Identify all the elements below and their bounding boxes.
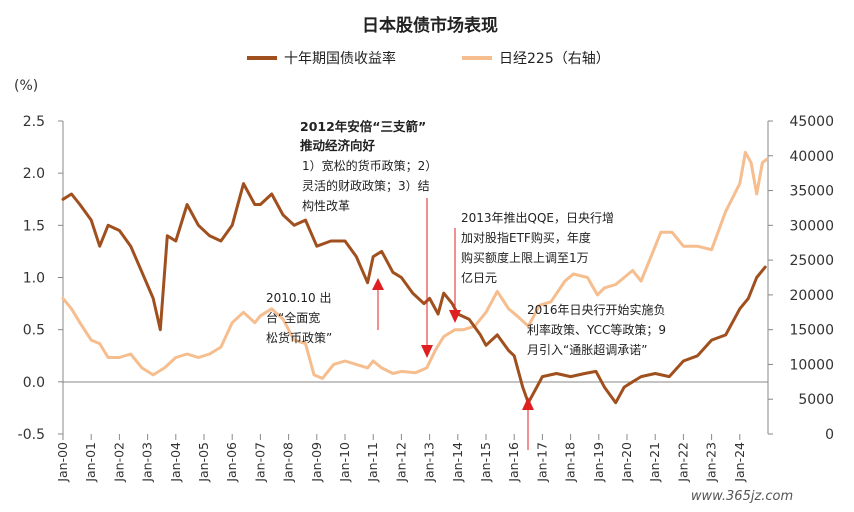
x-tick-label: Jan-12 bbox=[393, 442, 408, 483]
left-tick-label: 1.0 bbox=[23, 271, 45, 287]
x-axis: Jan-00 Jan-01 Jan-02 Jan-03 Jan-04 Jan-05 Jan-… bbox=[55, 434, 747, 483]
chart-title: 日本股债市场表现 bbox=[362, 15, 498, 36]
left-tick-label: 2.0 bbox=[23, 166, 45, 182]
x-tick-label: Jan-14 bbox=[450, 442, 465, 483]
x-tick-label: Jan-04 bbox=[168, 442, 183, 483]
x-tick-label: Jan-23 bbox=[704, 442, 719, 483]
annotation-qqe-line-4: 亿日元 bbox=[461, 270, 497, 285]
annotation-abenomics-line-3: 构性改革 bbox=[302, 198, 350, 213]
left-tick-label: 1.5 bbox=[23, 218, 45, 234]
annotation-qqe: 2013年推出QQE，日央行增 加对股指ETF购买，年度 购买额度上限上调至1万… bbox=[461, 211, 614, 285]
right-tick-label: 45000 bbox=[789, 114, 834, 130]
legend: 十年期国债收益率 日经225（右轴） bbox=[247, 50, 610, 67]
annotation-2010: 2010.10 出 台“全面宽 松货币政策” bbox=[266, 291, 332, 345]
annotation-2010-line-2: 台“全面宽 bbox=[266, 310, 320, 325]
right-tick-label: 5000 bbox=[798, 392, 834, 408]
left-tick-label: 0.0 bbox=[23, 375, 45, 391]
x-tick-label: Jan-13 bbox=[422, 442, 437, 483]
right-tick-label: 10000 bbox=[789, 357, 834, 373]
x-tick-label: Jan-11 bbox=[365, 442, 380, 483]
annotation-qqe-line-2: 加对股指ETF购买，年度 bbox=[461, 230, 591, 245]
x-tick-label: Jan-01 bbox=[83, 442, 98, 483]
annotation-abenomics-title-1: 2012年安倍“三支箭” bbox=[300, 119, 426, 134]
x-tick-label: Jan-03 bbox=[140, 442, 155, 483]
x-tick-label: Jan-05 bbox=[196, 442, 211, 483]
right-tick-label: 15000 bbox=[789, 323, 834, 339]
annotation-qqe-line-3: 购买额度上限上调至1万 bbox=[461, 250, 589, 265]
annotation-2010-line-1: 2010.10 出 bbox=[266, 291, 331, 305]
left-axis-unit: (%) bbox=[14, 78, 38, 94]
annotation-qqe-line-1: 2013年推出QQE，日央行增 bbox=[461, 211, 614, 225]
series-layer bbox=[61, 150, 769, 405]
annotation-2016-line-3: 月引入“通胀超调承诺” bbox=[527, 342, 647, 357]
x-tick-label: Jan-22 bbox=[675, 442, 690, 483]
annotation-2010-line-3: 松货币政策” bbox=[266, 330, 332, 345]
right-tick-label: 25000 bbox=[789, 253, 834, 269]
left-tick-label: -0.5 bbox=[18, 427, 45, 443]
right-tick-label: 35000 bbox=[789, 184, 834, 200]
series-line-jgb-10y bbox=[61, 182, 767, 405]
left-tick-label: 0.5 bbox=[23, 323, 45, 339]
x-tick-label: Jan-24 bbox=[732, 442, 747, 483]
annotation-abenomics-line-2: 灵活的财政政策；3）结 bbox=[302, 178, 430, 193]
right-tick-label: 40000 bbox=[789, 149, 834, 165]
x-tick-label: Jan-21 bbox=[647, 442, 662, 483]
annotation-abenomics-line-1: 1）宽松的货币政策；2） bbox=[302, 158, 437, 173]
annotation-2016-line-2: 利率政策、YCC等政策；9 bbox=[527, 322, 666, 337]
x-tick-label: Jan-10 bbox=[337, 442, 352, 483]
legend-label-nikkei: 日经225（右轴） bbox=[499, 51, 610, 67]
right-tick-label: 20000 bbox=[789, 288, 834, 304]
right-tick-label: 0 bbox=[825, 427, 834, 443]
legend-label-jgb: 十年期国债收益率 bbox=[284, 50, 396, 67]
x-tick-label: Jan-19 bbox=[591, 442, 606, 483]
arrow-2010-head bbox=[372, 278, 384, 290]
x-tick-label: Jan-09 bbox=[309, 442, 324, 483]
arrow-qqe-head bbox=[449, 310, 461, 323]
x-tick-label: Jan-20 bbox=[619, 442, 634, 483]
annotation-abenomics: 2012年安倍“三支箭” 推动经济向好 1）宽松的货币政策；2） 灵活的财政政策… bbox=[300, 119, 437, 213]
arrow-2016-head bbox=[522, 397, 534, 410]
series-line-nikkei225 bbox=[61, 150, 769, 380]
x-tick-label: Jan-18 bbox=[563, 442, 578, 483]
arrow-abenomics-head bbox=[421, 345, 433, 358]
annotation-abenomics-title-2: 推动经济向好 bbox=[300, 138, 376, 153]
x-tick-label: Jan-16 bbox=[506, 442, 521, 483]
left-axis: 2.5 2.0 1.5 1.0 0.5 0.0 -0.5 bbox=[18, 114, 63, 443]
x-tick-label: Jan-00 bbox=[55, 442, 70, 483]
x-tick-label: Jan-08 bbox=[281, 442, 296, 483]
annotation-2016: 2016年日央行开始实施负 利率政策、YCC等政策；9 月引入“通胀超调承诺” bbox=[527, 302, 666, 357]
x-tick-label: Jan-17 bbox=[534, 442, 549, 483]
right-axis: 45000 40000 35000 30000 25000 20000 15000 10000… bbox=[768, 114, 834, 443]
watermark: www.365jz.com bbox=[691, 489, 793, 504]
x-tick-label: Jan-07 bbox=[252, 442, 267, 483]
x-tick-label: Jan-15 bbox=[478, 442, 493, 483]
annotation-arrows bbox=[372, 198, 534, 450]
x-tick-label: Jan-02 bbox=[111, 442, 126, 483]
x-tick-label: Jan-06 bbox=[224, 442, 239, 483]
annotation-2016-line-1: 2016年日央行开始实施负 bbox=[527, 302, 666, 317]
left-tick-label: 2.5 bbox=[23, 114, 45, 130]
right-tick-label: 30000 bbox=[789, 218, 834, 234]
